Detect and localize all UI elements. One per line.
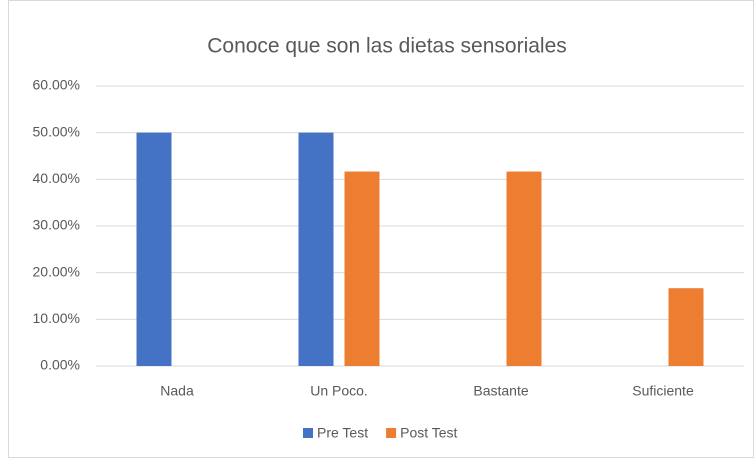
bar: [344, 171, 380, 366]
y-tick-label: 50.00%: [33, 123, 80, 139]
legend-label: Post Test: [400, 425, 457, 441]
y-tick-label: 0.00%: [40, 357, 80, 373]
legend-swatch: [386, 428, 397, 438]
bar: [506, 171, 542, 366]
bar: [298, 132, 334, 366]
x-tick-label: Suficiente: [632, 383, 694, 399]
y-tick-label: 30.00%: [33, 217, 80, 233]
y-tick-label: 60.00%: [33, 77, 80, 93]
chart-border: [8, 0, 754, 458]
x-tick-label: Un Poco.: [310, 383, 368, 399]
x-tick-label: Bastante: [473, 383, 528, 399]
chart-title: Conoce que son las dietas sensoriales: [207, 35, 567, 58]
bar: [668, 288, 704, 366]
bar: [136, 132, 172, 366]
y-tick-label: 10.00%: [33, 310, 80, 326]
legend-label: Pre Test: [317, 425, 368, 441]
y-tick-label: 20.00%: [33, 263, 80, 279]
x-tick-label: Nada: [160, 383, 194, 399]
y-tick-label: 40.00%: [33, 170, 80, 186]
legend-swatch: [303, 428, 313, 438]
